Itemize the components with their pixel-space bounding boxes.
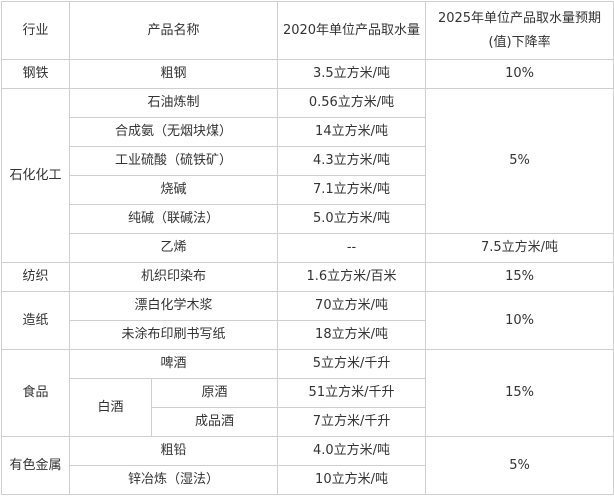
value-cell: 18立方米/吨 bbox=[277, 320, 427, 350]
product-cell: 合成氨（无烟块煤） bbox=[68, 117, 279, 147]
value-cell: 3.5立方米/吨 bbox=[277, 59, 427, 89]
product-cell: 锌冶炼（湿法） bbox=[68, 465, 279, 495]
table-row: 白酒 原酒 51立方米/千升 bbox=[2, 378, 614, 437]
header-industry: 行业 bbox=[1, 1, 70, 60]
industry-cell: 纺织 bbox=[1, 262, 70, 292]
industry-cell: 石化化工 bbox=[1, 88, 70, 263]
industry-cell: 造纸 bbox=[1, 291, 70, 350]
table-row: 烧碱 7.1立方米/吨 bbox=[2, 175, 614, 205]
header-row: 行业 产品名称 2020年单位产品取水量 2025年单位产品取水量预期(值)下降… bbox=[1, 1, 614, 60]
header-product: 产品名称 bbox=[68, 1, 279, 60]
table-row: 食品 啤酒 5立方米/千升 15% bbox=[1, 349, 614, 437]
value-cell: 7.1立方米/吨 bbox=[277, 175, 427, 205]
product-cell: 烧碱 bbox=[68, 175, 279, 205]
target-cell: 5% bbox=[425, 88, 614, 234]
product-cell: 机织印染布 bbox=[68, 262, 279, 292]
target-cell: 7.5立方米/吨 bbox=[425, 233, 614, 263]
target-cell: 15% bbox=[425, 262, 614, 292]
value-cell: 1.6立方米/百米 bbox=[277, 262, 427, 292]
table-row: 石化化工 石油炼制 0.56立方米/吨 5% bbox=[1, 88, 614, 263]
table-row: 纺织 机织印染布 1.6立方米/百米 15% bbox=[1, 262, 614, 292]
table-row: 有色金属 粗铅 4.0立方米/吨 5% bbox=[1, 436, 614, 495]
table-row: 工业硫酸（硫铁矿） 4.3立方米/吨 bbox=[2, 146, 614, 176]
target-cell: 5% bbox=[425, 436, 614, 495]
value-cell: 10立方米/吨 bbox=[277, 465, 427, 495]
product-cell: 乙烯 bbox=[68, 233, 279, 263]
value-cell: 7立方米/千升 bbox=[277, 407, 427, 437]
table-row: 造纸 漂白化学木浆 70立方米/吨 10% bbox=[1, 291, 614, 350]
value-cell: 4.3立方米/吨 bbox=[277, 146, 427, 176]
product-cell: 粗铅 bbox=[68, 436, 279, 466]
product-cell: 纯碱（联碱法） bbox=[68, 204, 279, 234]
value-cell: 4.0立方米/吨 bbox=[277, 436, 427, 466]
table-row: 未涂布印刷书写纸 18立方米/吨 bbox=[2, 320, 614, 350]
header-2025-target: 2025年单位产品取水量预期(值)下降率 bbox=[425, 1, 614, 60]
product-cell: 啤酒 bbox=[68, 349, 279, 379]
table-row: 合成氨（无烟块煤） 14立方米/吨 bbox=[2, 117, 614, 147]
target-cell: 15% bbox=[425, 349, 614, 437]
table-row: 锌冶炼（湿法） 10立方米/吨 bbox=[2, 465, 614, 495]
target-cell: 10% bbox=[425, 59, 614, 89]
product-cell: 漂白化学木浆 bbox=[68, 291, 279, 321]
product-cell: 粗钢 bbox=[68, 59, 279, 89]
value-cell: 0.56立方米/吨 bbox=[277, 88, 427, 118]
industry-cell: 有色金属 bbox=[1, 436, 70, 495]
industry-cell: 食品 bbox=[1, 349, 70, 437]
value-cell: 14立方米/吨 bbox=[277, 117, 427, 147]
product-cell: 原酒 bbox=[150, 378, 279, 408]
product-cell: 成品酒 bbox=[150, 407, 279, 437]
product-cell: 未涂布印刷书写纸 bbox=[68, 320, 279, 350]
table-row: 纯碱（联碱法） 5.0立方米/吨 bbox=[2, 204, 614, 234]
value-cell: 70立方米/吨 bbox=[277, 291, 427, 321]
table-row: 钢铁 粗钢 3.5立方米/吨 10% bbox=[1, 59, 614, 89]
target-cell: 10% bbox=[425, 291, 614, 350]
header-2020-value: 2020年单位产品取水量 bbox=[277, 1, 427, 60]
value-cell: -- bbox=[277, 233, 427, 263]
product-cell: 石油炼制 bbox=[68, 88, 279, 118]
value-cell: 51立方米/千升 bbox=[277, 378, 427, 408]
table-row: 乙烯 -- 7.5立方米/吨 bbox=[2, 233, 614, 263]
product-cell: 工业硫酸（硫铁矿） bbox=[68, 146, 279, 176]
value-cell: 5立方米/千升 bbox=[277, 349, 427, 379]
subcategory-cell: 白酒 bbox=[69, 378, 152, 437]
industry-cell: 钢铁 bbox=[1, 59, 70, 89]
table-row: 成品酒 7立方米/千升 bbox=[2, 407, 614, 437]
value-cell: 5.0立方米/吨 bbox=[277, 204, 427, 234]
